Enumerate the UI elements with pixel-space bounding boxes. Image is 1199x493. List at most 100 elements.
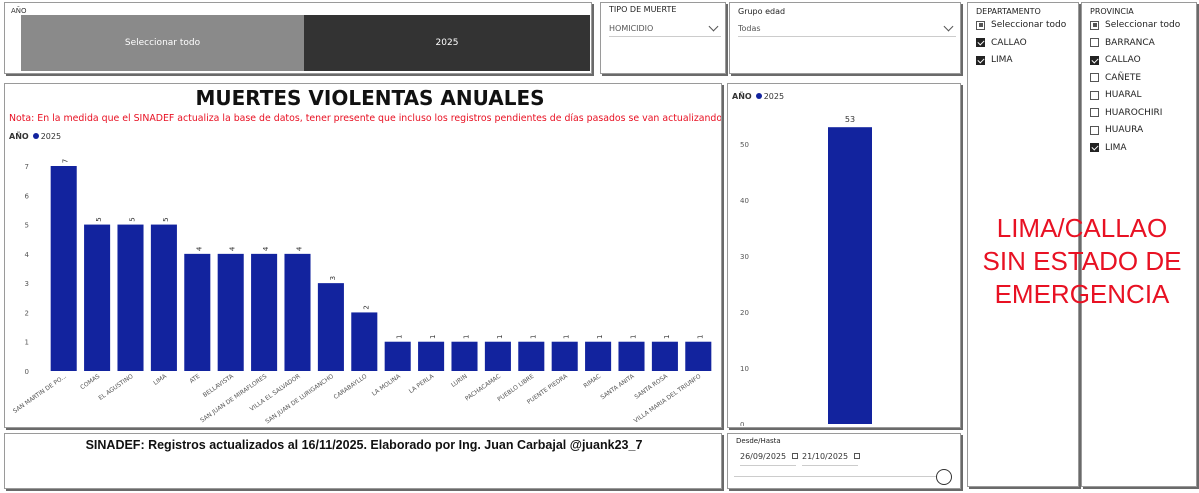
provincia-item[interactable]: CALLAO — [1090, 55, 1141, 65]
grupo-edad-dropdown[interactable]: Todas — [738, 21, 956, 37]
checkbox-icon[interactable] — [1090, 125, 1099, 135]
x-tick-label: RIMAC — [582, 373, 602, 390]
x-tick-label: EL AGUSTINO — [97, 373, 134, 402]
x-tick-label: COMAS — [79, 373, 101, 391]
bar — [484, 341, 511, 371]
calendar-icon — [854, 453, 860, 459]
checkbox-icon[interactable] — [1090, 73, 1099, 82]
year-option-2025[interactable]: 2025 — [304, 15, 590, 71]
banner-line-1: LIMA/CALLAO — [996, 213, 1168, 243]
main-chart-legend: AÑO 2025 — [9, 132, 61, 141]
x-tick-label: CARABAYLLO — [333, 373, 369, 401]
data-label: 1 — [396, 334, 404, 338]
y-tick-label: 2 — [25, 309, 29, 317]
main-chart-panel: MUERTES VIOLENTAS ANUALES Nota: En la me… — [4, 83, 722, 428]
bar — [451, 341, 478, 371]
legend-dot-icon — [755, 93, 762, 99]
y-tick-label: 1 — [25, 339, 29, 347]
bar — [618, 341, 645, 371]
departamento-item[interactable]: Seleccionar todo — [976, 20, 1066, 30]
data-label: 1 — [429, 334, 437, 338]
side-chart-panel: AÑO 2025 0 10 20 30 40 50 53 — [727, 83, 961, 428]
checkbox-icon[interactable] — [1090, 108, 1099, 117]
departamento-item[interactable]: LIMA — [976, 55, 1013, 65]
main-chart-note: Nota: En la medida que el SINADEF actual… — [9, 113, 721, 124]
provincia-item[interactable]: HUAROCHIRI — [1090, 108, 1162, 118]
bar — [651, 341, 678, 371]
data-label: 1 — [630, 334, 638, 338]
provincia-item[interactable]: Seleccionar todo — [1090, 20, 1180, 30]
tipo-muerte-title: TIPO DE MUERTE — [609, 5, 677, 14]
data-label: 5 — [162, 217, 170, 221]
date-from-value: 26/09/2025 — [740, 452, 787, 461]
x-tick-label: LIMA — [152, 372, 169, 387]
x-tick-label: ATE — [188, 373, 201, 385]
provincia-item[interactable]: LIMA — [1090, 143, 1127, 153]
data-label: 3 — [329, 276, 337, 280]
y-tick-label: 6 — [25, 192, 30, 200]
x-tick-label: LA PERLA — [408, 372, 436, 395]
checkbox-icon[interactable] — [976, 55, 985, 65]
side-legend-item: 2025 — [763, 92, 785, 101]
provincia-item[interactable]: CAÑETE — [1090, 73, 1141, 83]
bar — [50, 166, 77, 371]
bar — [585, 341, 612, 371]
checkbox-icon[interactable] — [1090, 38, 1099, 47]
bar — [150, 224, 177, 371]
provincia-item-label: HUAROCHIRI — [1105, 107, 1163, 118]
provincia-item-label: LIMA — [1105, 142, 1127, 153]
provincia-item-label: HUARAL — [1105, 90, 1142, 100]
departamento-slicer: DEPARTAMENTO Seleccionar todo CALLAO LIMA — [967, 2, 1079, 487]
provincia-slicer: PROVINCIA Seleccionar todo BARRANCA CALLAO… — [1081, 2, 1197, 487]
side-bar-chart: 0 10 20 30 40 50 53 — [740, 115, 872, 426]
departamento-item-label: CALLAO — [991, 37, 1027, 48]
main-bar-chart: 0 1 2 3 4 5 6 7 7 SAN MARTIN DE PO... 5 COMAS 5 EL AG… — [12, 159, 712, 426]
checkbox-icon[interactable] — [1090, 143, 1099, 152]
checkbox-icon[interactable] — [1090, 55, 1099, 65]
checkbox-icon[interactable] — [976, 38, 985, 47]
bar — [317, 283, 344, 371]
checkbox-icon[interactable] — [976, 20, 985, 30]
bar — [117, 224, 144, 371]
y-tick-label: 7 — [25, 163, 29, 171]
bar — [828, 127, 872, 424]
provincia-item-label: Seleccionar todo — [1105, 20, 1181, 30]
y-tick-label: 50 — [740, 141, 749, 149]
provincia-item-label: CALLAO — [1105, 55, 1141, 65]
provincia-item[interactable]: HUARAL — [1090, 90, 1142, 100]
checkbox-icon[interactable] — [1090, 90, 1099, 100]
data-label: 1 — [596, 334, 604, 338]
banner-line-3: EMERGENCIA — [994, 279, 1170, 309]
x-tick-label: BELLAVISTA — [202, 372, 236, 399]
date-range-handle[interactable] — [936, 469, 952, 485]
data-label: 2 — [362, 305, 370, 309]
tipo-muerte-dropdown[interactable]: HOMICIDIO — [609, 21, 721, 37]
x-tick-label: VILLA MARIA DEL TRIUNFO — [633, 373, 703, 425]
data-label: 5 — [129, 217, 137, 221]
x-tick-label: SANTA ANITA — [599, 372, 636, 401]
grupo-edad-value: Todas — [738, 24, 761, 33]
main-chart-title: MUERTES VIOLENTAS ANUALES — [195, 86, 545, 110]
departamento-item[interactable]: CALLAO — [976, 38, 1027, 48]
x-tick-label: SAN JUAN DE LURIGANCHO — [264, 373, 335, 426]
date-to-input[interactable]: 21/10/2025 — [802, 452, 860, 466]
date-from-input[interactable]: 26/09/2025 — [740, 452, 798, 466]
checkbox-icon[interactable] — [1090, 20, 1099, 30]
bar — [84, 224, 111, 371]
chevron-down-icon — [943, 21, 954, 32]
x-tick-label: SAN JUAN DE MIRAFLORES — [199, 373, 268, 424]
x-tick-label: SAN MARTIN DE PO... — [12, 373, 68, 415]
emergency-banner: LIMA/CALLAO SIN ESTADO DE EMERGENCIA — [968, 212, 1196, 311]
y-tick-label: 3 — [25, 280, 29, 288]
year-option-select-all[interactable]: Seleccionar todo — [21, 15, 304, 71]
main-legend-title: AÑO — [9, 132, 29, 141]
y-tick-label: 4 — [25, 251, 30, 259]
data-label: 1 — [496, 334, 504, 338]
provincia-item[interactable]: HUAURA — [1090, 125, 1143, 135]
data-label: 4 — [296, 246, 304, 251]
bar — [384, 341, 411, 371]
bar — [685, 341, 712, 371]
date-slicer: Desde/Hasta 26/09/2025 21/10/2025 — [727, 433, 961, 489]
provincia-item[interactable]: BARRANCA — [1090, 38, 1155, 48]
bar — [518, 341, 545, 371]
